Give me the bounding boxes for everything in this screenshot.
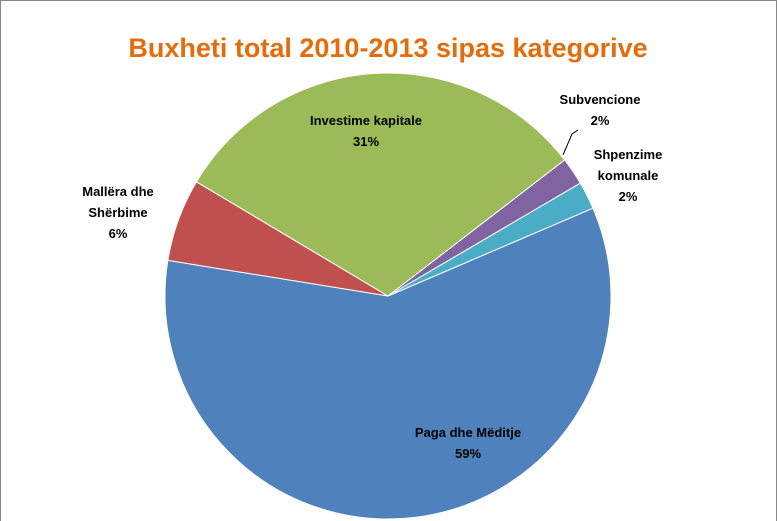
pie-slice xyxy=(387,182,594,297)
label-line: Shpenzime xyxy=(594,147,663,162)
leader-line xyxy=(562,129,579,156)
data-label: Mallëra dhe Shërbime 6% xyxy=(82,184,154,241)
value-label: 2% xyxy=(619,189,638,204)
label-line: komunale xyxy=(598,168,659,183)
label-line: Paga dhe Mëditje xyxy=(415,425,521,440)
label-line: Investime kapitale xyxy=(310,113,422,128)
data-label: Shpenzime komunale 2% xyxy=(594,147,663,204)
label-line: Mallëra dhe xyxy=(82,184,154,199)
pie-slice xyxy=(164,207,612,520)
pie-slice xyxy=(195,72,566,297)
data-label: Paga dhe Mëditje 59% xyxy=(415,425,521,461)
value-label: 6% xyxy=(109,226,128,241)
label-line: Shërbime xyxy=(88,205,147,220)
data-label: Subvencione 2% xyxy=(560,92,641,128)
value-label: 2% xyxy=(591,113,610,128)
chart-title: Buxheti total 2010-2013 sipas kategorive xyxy=(128,33,647,63)
value-label: 31% xyxy=(353,134,379,149)
data-label: Investime kapitale 31% xyxy=(310,113,422,149)
label-line: Subvencione xyxy=(560,92,641,107)
value-label: 59% xyxy=(455,446,481,461)
